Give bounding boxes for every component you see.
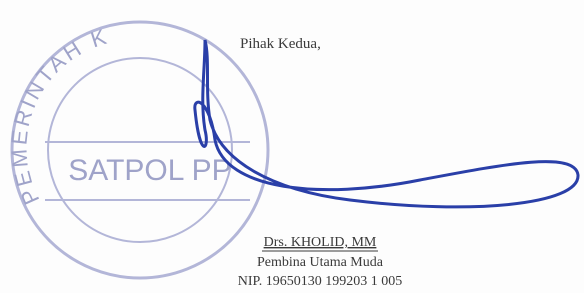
closing-label: Pihak Kedua, bbox=[240, 36, 321, 52]
stamp-center-text: SATPOL PP bbox=[68, 154, 231, 187]
signature-block: PEMERINTAH K SATPOL PP Pihak Kedua, Drs.… bbox=[0, 0, 584, 293]
signatory-rank: Pembina Utama Muda bbox=[257, 255, 384, 270]
signatory-nip: NIP. 19650130 199203 1 005 bbox=[238, 274, 403, 289]
signatory-name: Drs. KHOLID, MM bbox=[264, 235, 377, 250]
